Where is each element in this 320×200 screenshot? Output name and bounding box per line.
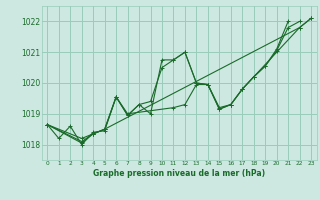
X-axis label: Graphe pression niveau de la mer (hPa): Graphe pression niveau de la mer (hPa) (93, 169, 265, 178)
